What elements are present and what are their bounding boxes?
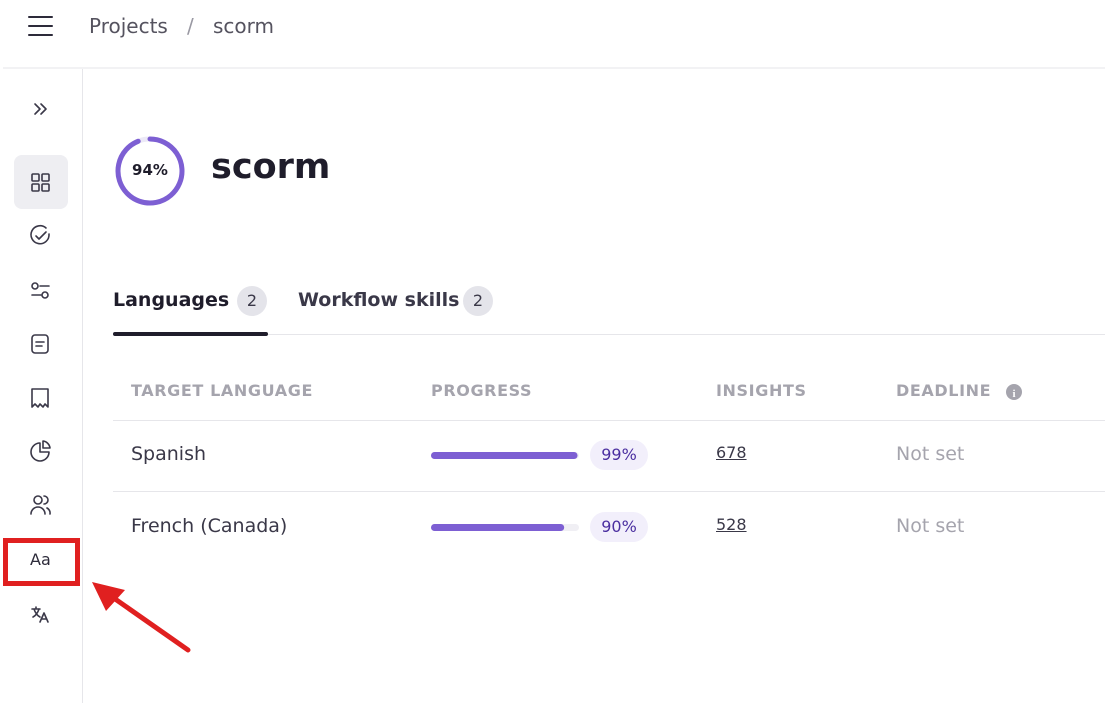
column-header: PROGRESS — [431, 381, 533, 400]
translate-icon[interactable] — [31, 606, 49, 623]
progress-ring — [115, 136, 185, 206]
progress-badge — [590, 440, 648, 470]
progress-label: 99% — [601, 445, 637, 464]
active-tab-underline — [113, 332, 268, 336]
language-name: Spanish — [131, 443, 207, 465]
pointer-arrow — [92, 582, 191, 653]
tasks-icon[interactable] — [30, 224, 50, 245]
tab-badge — [463, 286, 493, 316]
tab-badge — [237, 286, 267, 316]
column-header: DEADLINE — [896, 381, 992, 400]
active-item-bg — [14, 155, 68, 209]
tab[interactable]: Workflow skills — [298, 289, 460, 311]
column-header: INSIGHTS — [716, 381, 807, 400]
reports-icon[interactable] — [31, 388, 49, 408]
project-title: scorm — [211, 147, 331, 187]
progress-bar — [431, 452, 578, 459]
dashboard-icon[interactable] — [31, 173, 50, 192]
progress-bar — [431, 524, 565, 531]
fonts-icon[interactable]: Aa — [30, 550, 51, 569]
deadline: Not set — [896, 443, 965, 465]
tab-count: 2 — [472, 291, 484, 310]
insights-link[interactable]: 528 — [716, 515, 747, 534]
team-icon[interactable] — [30, 495, 51, 515]
language-name: French (Canada) — [131, 515, 288, 537]
svg-text:i: i — [1012, 388, 1015, 400]
breadcrumb-current: scorm — [213, 14, 275, 38]
progress-badge — [590, 512, 648, 542]
highlight-box — [3, 538, 80, 586]
tab-count: 2 — [246, 291, 258, 310]
expand-icon[interactable] — [34, 103, 47, 115]
analytics-icon[interactable] — [30, 440, 51, 462]
insights-link[interactable]: 678 — [716, 443, 747, 462]
column-header: TARGET LANGUAGE — [131, 381, 313, 400]
deadline: Not set — [896, 515, 965, 537]
progress-ring-label: 94% — [132, 161, 168, 179]
breadcrumb-link[interactable]: Projects — [89, 14, 168, 38]
progress-label: 90% — [601, 517, 637, 536]
breadcrumb-separator: / — [187, 14, 194, 38]
tab[interactable]: Languages — [113, 289, 230, 311]
menu-icon[interactable] — [28, 16, 53, 36]
settings-icon[interactable] — [31, 282, 50, 299]
info-icon[interactable] — [1006, 384, 1022, 400]
files-icon[interactable] — [31, 334, 49, 354]
